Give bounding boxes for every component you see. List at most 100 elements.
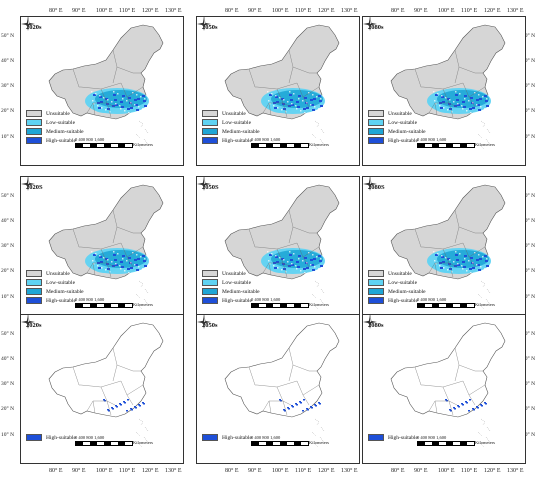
legend-item-unsuitable: Unsuitable (26, 109, 84, 118)
latitude-label-right: 50° N (522, 193, 536, 199)
legend-swatch (202, 128, 218, 135)
legend-item-low: Low-suitable (368, 118, 426, 127)
longitude-label-bottom: 80° E (391, 468, 405, 474)
longitude-label-bottom: 110° E (119, 468, 136, 474)
china-map (390, 184, 506, 310)
scale-bar: 0 400 800 1,600 Kilometers (75, 435, 165, 449)
legend-swatch (26, 137, 42, 144)
latitude-label-left: 30° N (1, 243, 15, 249)
longitude-label-top: 120° E (142, 8, 159, 14)
longitude-label-top: 110° E (119, 8, 136, 14)
legend-item-low: Low-suitable (368, 278, 426, 287)
legend-label: High-suitable (46, 137, 76, 144)
china-map (224, 322, 340, 448)
legend-label: Low-suitable (388, 279, 418, 286)
legend-label: Unsuitable (222, 270, 246, 277)
legend-swatch (202, 119, 218, 126)
scale-bar: 0 400 800 1,600 Kilometers (75, 137, 165, 151)
scale-unit: Kilometers (309, 301, 329, 307)
scale-bar-graphic (251, 303, 309, 308)
latitude-label-left: 20° N (1, 268, 15, 274)
legend-swatch (202, 137, 218, 144)
latitude-label-left: 50° N (1, 193, 15, 199)
legend-label: High-suitable (46, 434, 76, 441)
legend-item-unsuitable: Unsuitable (368, 109, 426, 118)
latitude-label-right: 40° N (522, 58, 536, 64)
panel-title: 2080s (368, 24, 384, 31)
scale-numbers: 0 400 800 1,600 (75, 137, 105, 142)
legend-item-medium: Medium-suitable (202, 287, 260, 296)
scale-bar-graphic (251, 143, 309, 148)
map-legend: Unsuitable Low-suitable Medium-suitable … (26, 109, 84, 145)
legend-item-high: High-suitable (202, 433, 252, 442)
map-legend: Unsuitable Low-suitable Medium-suitable … (26, 269, 84, 305)
china-map (390, 24, 506, 150)
legend-swatch (26, 270, 42, 277)
legend-swatch (368, 119, 384, 126)
legend-item-low: Low-suitable (202, 278, 260, 287)
legend-swatch (368, 297, 384, 304)
latitude-label-left: 10° N (1, 432, 15, 438)
latitude-label-left: 40° N (1, 356, 15, 362)
latitude-label-right: 30° N (522, 243, 536, 249)
legend-item-high: High-suitable (26, 136, 84, 145)
panel-title: 2050S (202, 184, 219, 191)
map-panel: 2080S Unsuitable Low-suitable Medium-sui… (362, 176, 526, 326)
scale-unit: Kilometers (133, 301, 153, 307)
legend-swatch (26, 128, 42, 135)
scale-numbers: 0 400 800 1,600 (251, 297, 281, 302)
legend-label: Medium-suitable (46, 288, 84, 295)
legend-swatch (202, 288, 218, 295)
panel-title: 2080s (368, 322, 384, 329)
latitude-label-right: 50° N (522, 331, 536, 337)
legend-swatch (202, 279, 218, 286)
legend-label: Low-suitable (46, 279, 76, 286)
scale-bar-graphic (251, 441, 309, 446)
panel-title: 2020s (26, 322, 42, 329)
longitude-label-bottom: 100° E (272, 468, 289, 474)
map-panel: 2020s High-suitable 0 400 800 1,600 Kilo… (20, 314, 184, 464)
latitude-label-left: 10° N (1, 134, 15, 140)
legend-item-low: Low-suitable (202, 118, 260, 127)
legend-label: Low-suitable (222, 119, 252, 126)
legend-item-high: High-suitable (26, 296, 84, 305)
china-map (48, 322, 164, 448)
legend-swatch (202, 434, 218, 441)
china-outline (48, 322, 164, 418)
map-legend: High-suitable (368, 433, 418, 442)
scale-bar-graphic (75, 143, 133, 148)
legend-label: High-suitable (222, 137, 252, 144)
longitude-label-bottom: 110° E (461, 468, 478, 474)
longitude-label-top: 120° E (318, 8, 335, 14)
longitude-label-bottom: 90° E (72, 468, 86, 474)
latitude-label-right: 10° N (522, 432, 536, 438)
north-arrow-icon (363, 315, 377, 329)
longitude-label-bottom: 130° E (165, 468, 182, 474)
legend-item-high: High-suitable (368, 136, 426, 145)
legend-label: High-suitable (388, 137, 418, 144)
legend-item-medium: Medium-suitable (26, 127, 84, 136)
china-map (224, 184, 340, 310)
longitude-label-top: 90° E (248, 8, 262, 14)
longitude-label-bottom: 120° E (142, 468, 159, 474)
legend-swatch (26, 288, 42, 295)
latitude-label-right: 20° N (522, 108, 536, 114)
legend-swatch (26, 297, 42, 304)
latitude-label-left: 30° N (1, 83, 15, 89)
longitude-label-bottom: 90° E (414, 468, 428, 474)
longitude-label-bottom: 90° E (248, 468, 262, 474)
legend-label: Medium-suitable (388, 288, 426, 295)
longitude-label-bottom: 120° E (484, 468, 501, 474)
longitude-label-top: 130° E (341, 8, 358, 14)
scale-unit: Kilometers (133, 439, 153, 445)
legend-label: Low-suitable (388, 119, 418, 126)
latitude-label-left: 50° N (1, 331, 15, 337)
legend-swatch (26, 434, 42, 441)
longitude-label-bottom: 110° E (295, 468, 312, 474)
longitude-label-top: 80° E (49, 8, 63, 14)
north-arrow-icon (363, 177, 377, 191)
map-panel: 2020S Unsuitable Low-suitable Medium-sui… (20, 176, 184, 326)
longitude-label-top: 90° E (414, 8, 428, 14)
legend-item-unsuitable: Unsuitable (202, 109, 260, 118)
latitude-label-right: 40° N (522, 218, 536, 224)
